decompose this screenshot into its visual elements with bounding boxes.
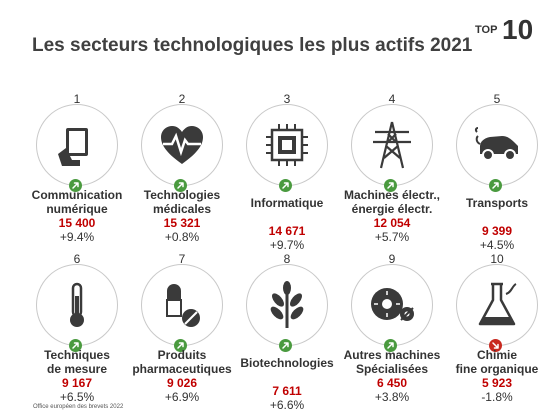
sector-label-line2: Spécialisées: [332, 362, 452, 376]
sector-change: +6.6%: [235, 398, 339, 412]
sector-label: Transports: [437, 196, 557, 210]
sector-label: Chimiefine organique: [437, 348, 557, 376]
icon-circle: [36, 104, 118, 186]
saw-blade-icon: [367, 280, 417, 330]
sector-change: +5.7%: [340, 230, 444, 244]
sector-change: +9.7%: [235, 238, 339, 252]
sector-value: 7 611: [235, 384, 339, 398]
sector-value: 9 167: [25, 376, 129, 390]
trend-up-icon: [489, 179, 502, 192]
plant-icon: [262, 280, 312, 330]
sector-label-line1: Technologies: [122, 188, 242, 202]
sector-label-line1: Techniques: [17, 348, 137, 362]
sector-value: 5 923: [445, 376, 549, 390]
sector-label-line1: Machines électr.,: [332, 188, 452, 202]
icon-circle: [36, 264, 118, 346]
sector-label-line1: Produits: [122, 348, 242, 362]
sector-value: 6 450: [340, 376, 444, 390]
sector-value: 9 026: [130, 376, 234, 390]
sector-value: 12 054: [340, 216, 444, 230]
heart-pulse-icon: [157, 120, 207, 170]
sector-change: -1.8%: [445, 390, 549, 404]
sector-value: 9 399: [445, 224, 549, 238]
sector-label: Produitspharmaceutiques: [122, 348, 242, 376]
sector-label-line1: Chimie: [437, 348, 557, 362]
sector-change: +6.9%: [130, 390, 234, 404]
thermometer-icon: [52, 280, 102, 330]
chip-icon: [262, 120, 312, 170]
trend-up-icon: [279, 179, 292, 192]
sector-label: Informatique: [227, 196, 347, 210]
sector-label: Technologiesmédicales: [122, 188, 242, 216]
pills-icon: [157, 280, 207, 330]
sector-change: +6.5%: [25, 390, 129, 404]
sector-change: +0.8%: [130, 230, 234, 244]
sector-change: +3.8%: [340, 390, 444, 404]
footer-source: Office européen des brevets 2022: [33, 404, 123, 410]
icon-circle: [351, 264, 433, 346]
trend-up-icon: [279, 339, 292, 352]
sector-label-line2: pharmaceutiques: [122, 362, 242, 376]
sector-label-line2: numérique: [17, 202, 137, 216]
sector-label-line2: de mesure: [17, 362, 137, 376]
sector-label: Techniquesde mesure: [17, 348, 137, 376]
page-title: Les secteurs technologiques les plus act…: [32, 35, 472, 57]
top-label: TOP: [475, 24, 497, 36]
power-pylon-icon: [367, 120, 417, 170]
sector-label: Machines électr.,énergie électr.: [332, 188, 452, 216]
icon-circle: [351, 104, 433, 186]
sector-label-line1: Autres machines: [332, 348, 452, 362]
sector-change: +9.4%: [25, 230, 129, 244]
sector-label-line2: fine organique: [437, 362, 557, 376]
sector-value: 15 321: [130, 216, 234, 230]
top-number: 10: [502, 16, 533, 44]
sector-label-line1: Communication: [17, 188, 137, 202]
icon-circle: [141, 104, 223, 186]
sector-label-line1: Transports: [437, 196, 557, 210]
electric-car-icon: [472, 120, 522, 170]
tablet-icon: [52, 120, 102, 170]
flask-icon: [472, 280, 522, 330]
sector-label: Autres machinesSpécialisées: [332, 348, 452, 376]
icon-circle: [456, 104, 538, 186]
sector-label-line1: Biotechnologies: [227, 356, 347, 370]
icon-circle: [141, 264, 223, 346]
icon-circle: [246, 104, 328, 186]
sector-label: Communicationnumérique: [17, 188, 137, 216]
sector-value: 14 671: [235, 224, 339, 238]
icon-circle: [246, 264, 328, 346]
sector-change: +4.5%: [445, 238, 549, 252]
sector-label-line1: Informatique: [227, 196, 347, 210]
sector-label: Biotechnologies: [227, 356, 347, 370]
icon-circle: [456, 264, 538, 346]
sector-value: 15 400: [25, 216, 129, 230]
sector-label-line2: médicales: [122, 202, 242, 216]
sector-label-line2: énergie électr.: [332, 202, 452, 216]
